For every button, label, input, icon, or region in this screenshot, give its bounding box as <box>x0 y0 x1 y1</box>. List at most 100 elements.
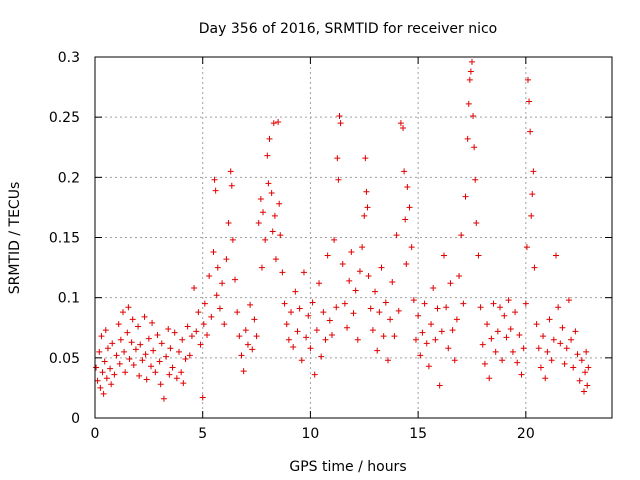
data-point <box>109 340 116 347</box>
data-point <box>484 321 491 328</box>
data-point <box>333 304 340 311</box>
data-point <box>117 336 124 343</box>
chart-title: Day 356 of 2016, SRMTID for receiver nic… <box>199 21 497 37</box>
y-tick-label: 0.1 <box>58 291 80 307</box>
data-point <box>580 388 587 395</box>
data-point <box>157 381 164 388</box>
data-point <box>228 182 235 189</box>
data-point <box>584 382 591 389</box>
plot-frame <box>94 56 613 419</box>
data-point <box>576 377 583 384</box>
data-point <box>334 155 341 162</box>
x-axis-label: GPS time / hours <box>289 459 406 475</box>
data-point <box>210 248 217 255</box>
y-tick-label: 0.05 <box>49 351 80 367</box>
data-point <box>447 280 454 287</box>
data-point <box>238 352 245 359</box>
data-point <box>559 324 566 331</box>
data-point <box>154 331 161 338</box>
data-point <box>111 371 118 378</box>
data-point <box>316 280 323 287</box>
data-point <box>494 328 501 335</box>
data-point <box>121 348 128 355</box>
data-point <box>419 329 426 336</box>
data-point <box>533 321 540 328</box>
data-point <box>356 268 363 275</box>
data-point <box>167 345 174 352</box>
data-point <box>367 305 374 312</box>
data-point <box>195 309 202 316</box>
data-point <box>550 336 557 343</box>
data-point <box>166 371 173 378</box>
data-point <box>206 273 213 280</box>
data-point <box>397 120 404 127</box>
data-point <box>514 359 521 366</box>
data-point <box>225 220 232 227</box>
data-point <box>180 380 187 387</box>
data-point <box>311 371 318 378</box>
data-point <box>200 321 207 328</box>
data-point <box>276 200 283 207</box>
data-point <box>403 260 410 267</box>
data-point <box>148 363 155 370</box>
data-point <box>294 328 301 335</box>
data-point <box>352 287 359 294</box>
data-point <box>552 252 559 259</box>
data-point <box>464 135 471 142</box>
data-point <box>326 317 333 324</box>
data-point <box>516 331 523 338</box>
data-point <box>507 325 514 332</box>
data-point <box>108 381 115 388</box>
data-point <box>149 319 156 326</box>
data-point <box>458 232 465 239</box>
data-point <box>443 304 450 311</box>
data-point <box>544 348 551 355</box>
data-point <box>460 300 467 307</box>
data-point <box>160 395 167 402</box>
x-tick-label: 10 <box>302 426 320 442</box>
data-point <box>354 336 361 343</box>
grid-lines <box>95 57 612 418</box>
data-point <box>391 333 398 340</box>
data-point <box>417 352 424 359</box>
data-point <box>479 341 486 348</box>
data-point <box>260 209 267 216</box>
data-point <box>328 331 335 338</box>
data-point <box>242 327 249 334</box>
y-tick-label: 0.3 <box>58 50 80 66</box>
data-point <box>132 346 139 353</box>
data-point <box>303 334 310 341</box>
data-point <box>171 329 178 336</box>
data-point <box>176 348 183 355</box>
data-point <box>258 264 265 271</box>
data-point <box>262 236 269 243</box>
data-point <box>99 369 106 376</box>
data-point <box>337 120 344 127</box>
data-point <box>142 351 149 358</box>
data-point <box>350 310 357 317</box>
data-point <box>296 305 303 312</box>
y-tick-labels: 0 0.05 0.1 0.15 0.2 0.25 0.3 <box>49 50 80 427</box>
y-axis-label: SRMTID / TECUs <box>7 182 23 295</box>
data-point <box>269 228 276 235</box>
data-point <box>214 264 221 271</box>
data-point <box>524 76 531 83</box>
data-point <box>473 220 480 227</box>
data-point <box>365 273 372 280</box>
data-point <box>156 358 163 365</box>
data-point <box>378 264 385 271</box>
data-point <box>182 356 189 363</box>
data-point <box>471 144 478 151</box>
data-point <box>136 372 143 379</box>
data-point <box>410 297 417 304</box>
data-point <box>97 384 104 391</box>
data-point <box>219 280 226 287</box>
data-point <box>179 336 186 343</box>
data-point <box>557 340 564 347</box>
data-point <box>320 309 327 316</box>
data-point <box>184 323 191 330</box>
data-point <box>336 112 343 119</box>
data-point <box>272 256 279 263</box>
data-point <box>481 360 488 367</box>
